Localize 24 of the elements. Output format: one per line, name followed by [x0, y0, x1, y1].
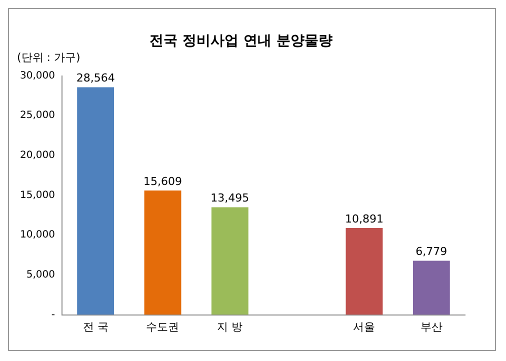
y-tick-label: 5,000: [26, 270, 55, 281]
bar: [144, 190, 182, 315]
x-tick-label: 서울: [353, 320, 376, 334]
data-label: 10,891: [345, 212, 384, 226]
x-tick-label: 전 국: [82, 320, 108, 334]
y-tick-label: -: [51, 309, 56, 320]
y-tick-label: 10,000: [20, 230, 55, 241]
data-label: 6,779: [416, 245, 448, 258]
bar: [211, 207, 248, 315]
data-label: 15,609: [143, 174, 182, 188]
bar: [346, 228, 383, 315]
bar: [412, 260, 450, 315]
x-tick-label: 부산: [420, 320, 442, 334]
y-tick-label: 20,000: [20, 150, 55, 162]
chart-title: 전국 정비사업 연내 분양물량: [150, 33, 332, 50]
y-tick-label: 30,000: [20, 70, 55, 82]
y-tick-label: 15,000: [20, 190, 55, 201]
y-axis-title: (단위 : 가구): [17, 51, 80, 64]
x-tick-label: 지 방: [217, 320, 243, 334]
y-tick-label: 25,000: [20, 110, 55, 122]
data-label: 28,564: [76, 72, 115, 85]
data-label: 13,495: [210, 192, 250, 205]
x-tick-label: 수도권: [146, 320, 180, 334]
bar: [77, 87, 114, 315]
